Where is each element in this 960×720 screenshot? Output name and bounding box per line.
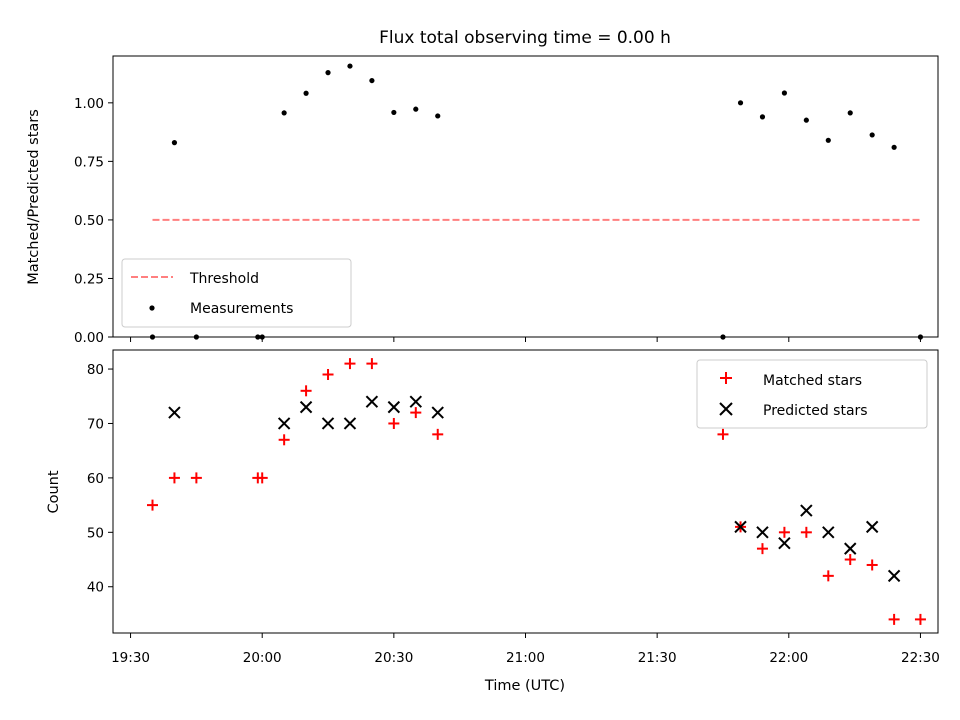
measurement-point <box>847 110 853 116</box>
measurement-point <box>347 63 353 69</box>
bottom-x-axis-label: Time (UTC) <box>484 678 565 694</box>
top-y-tick-label: 1.00 <box>74 96 104 112</box>
bottom-legend-box <box>696 359 928 429</box>
measurement-point <box>759 114 766 120</box>
legend-matched-plus-icon <box>720 372 732 384</box>
matched-star-point <box>190 472 202 484</box>
matched-star-point <box>146 499 158 511</box>
measurement-point <box>325 70 331 76</box>
top-plot-content <box>149 63 924 340</box>
measurement-point <box>869 132 875 138</box>
measurement-point <box>413 106 419 112</box>
predicted-star-point <box>865 520 879 534</box>
predicted-star-point <box>887 569 901 583</box>
bottom-x-axis: 19:30 20:00 20:30 21:00 21:30 22:00 22:30 <box>111 633 940 666</box>
bottom-y-tick-label: 50 <box>87 525 104 541</box>
bottom-y-tick-label: 60 <box>87 471 104 487</box>
matched-star-point <box>866 559 878 571</box>
chart-title: Flux total observing time = 0.00 h <box>379 28 671 48</box>
bottom-y-tick-label: 70 <box>87 416 104 432</box>
bottom-y-tick-label: 80 <box>87 362 104 378</box>
predicted-star-point <box>756 526 769 539</box>
matched-star-point <box>844 554 856 566</box>
bottom-y-axis-label: Count <box>46 470 62 513</box>
top-y-tick-label: 0.00 <box>74 330 104 346</box>
predicted-star-point <box>822 526 835 539</box>
measurement-point <box>303 90 309 96</box>
measurement-point <box>781 90 788 96</box>
matched-star-point <box>410 407 422 419</box>
top-y-axis: 0.00 0.25 0.50 0.75 1.00 <box>74 96 113 346</box>
matched-star-point <box>800 526 812 538</box>
bottom-x-tick-label: 22:30 <box>901 650 940 666</box>
bottom-panel: 40 50 60 70 80 19:30 20:00 20:30 21:00 21:30 22:0… <box>46 349 940 694</box>
matched-star-point <box>256 472 268 484</box>
bottom-x-tick-label: 22:00 <box>769 650 808 666</box>
predicted-star-point <box>343 417 357 430</box>
bottom-x-tick-label: 21:00 <box>506 650 545 666</box>
top-y-axis-label: Matched/Predicted stars <box>26 109 42 285</box>
top-y-tick-label: 0.75 <box>74 154 104 170</box>
top-panel: Flux total observing time = 0.00 h 0.000… <box>26 28 939 346</box>
measurement-point <box>891 144 897 150</box>
bottom-legend: Matched stars Predicted stars <box>696 359 928 429</box>
bottom-plot-content <box>146 358 926 625</box>
measurement-point <box>391 109 397 116</box>
bottom-x-tick-label: 21:30 <box>638 650 677 666</box>
predicted-star-point <box>431 406 444 419</box>
matched-star-point <box>717 428 729 440</box>
legend-predicted-x-icon <box>719 402 733 416</box>
predicted-star-point <box>800 504 813 517</box>
matched-star-point <box>366 358 378 370</box>
bottom-x-tick-label: 20:00 <box>243 650 282 666</box>
matched-star-point <box>344 358 356 370</box>
matched-star-point <box>278 434 290 446</box>
matched-star-point <box>322 368 334 380</box>
matched-star-point <box>888 613 900 625</box>
predicted-star-point <box>365 395 379 408</box>
predicted-star-point <box>844 542 857 555</box>
predicted-star-point <box>168 406 181 419</box>
top-legend: Threshold Measurements <box>121 258 352 328</box>
predicted-star-point <box>299 400 313 414</box>
measurement-point <box>281 110 287 116</box>
matched-star-point <box>300 385 312 397</box>
top-y-tick-label: 0.50 <box>74 213 104 229</box>
measurement-point <box>369 77 375 84</box>
bottom-x-tick-label: 19:30 <box>111 650 150 666</box>
matched-star-point <box>388 417 400 429</box>
bottom-x-tick-label: 20:30 <box>374 650 413 666</box>
legend-predicted-label: Predicted stars <box>763 403 868 419</box>
measurement-point <box>171 140 178 146</box>
measurement-point <box>803 117 809 123</box>
top-x-axis <box>130 337 921 342</box>
matched-star-point <box>822 570 834 582</box>
predicted-star-point <box>321 417 335 430</box>
bottom-plot-frame <box>112 349 939 634</box>
bottom-y-tick-label: 40 <box>87 580 104 596</box>
predicted-star-point <box>409 395 422 408</box>
predicted-star-point <box>734 520 747 534</box>
matched-star-point <box>914 613 926 625</box>
predicted-star-point <box>778 536 791 550</box>
legend-matched-label: Matched stars <box>763 373 862 389</box>
top-plot-frame <box>112 55 939 338</box>
legend-threshold-label: Threshold <box>189 271 259 287</box>
measurement-point <box>435 113 441 119</box>
matched-star-point <box>756 543 768 555</box>
predicted-star-point <box>277 417 291 430</box>
bottom-y-axis: 40 50 60 70 80 <box>87 362 113 596</box>
top-legend-box <box>121 258 352 328</box>
top-y-tick-label: 0.25 <box>74 271 104 287</box>
predicted-star-point <box>387 400 401 414</box>
matched-star-point <box>168 472 180 484</box>
legend-measurements-dot-icon <box>149 305 155 311</box>
measurement-point <box>825 137 831 143</box>
matched-star-point <box>778 526 790 538</box>
measurement-point <box>737 100 744 106</box>
matched-star-point <box>432 428 444 440</box>
legend-measurements-label: Measurements <box>190 301 293 317</box>
